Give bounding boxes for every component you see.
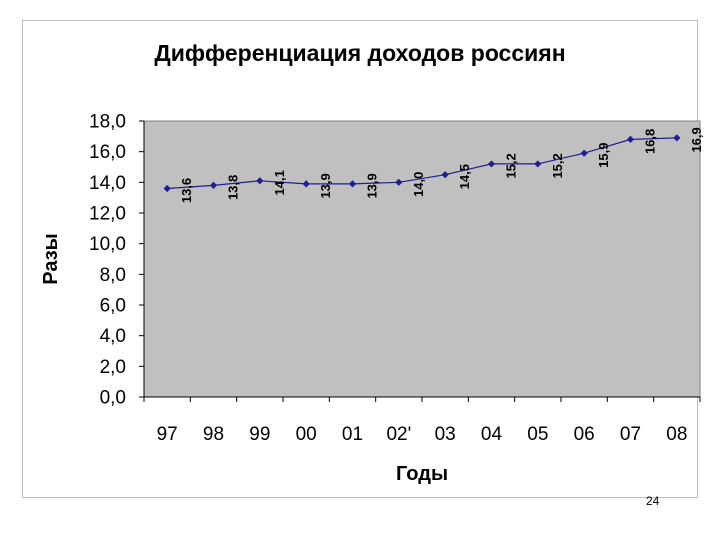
data-point-marker [302,180,310,188]
data-point-marker [441,171,449,179]
x-tick-label: 01 [342,424,363,445]
y-axis-ticks: 0,0 2,0 4,0 6,0 8,0 10,0 12,0 14,0 16,0 18,0 [89,112,144,409]
x-tick-label: 97 [157,424,178,445]
y-tick-label: 10,0 [89,234,126,255]
data-point-marker [163,184,171,193]
page-number: 24 [646,494,660,508]
x-tick-label: 07 [620,424,641,445]
data-point-marker [580,149,588,157]
data-label: 15,9 [596,143,611,168]
y-tick-label: 18,0 [89,112,126,133]
plot-area [143,120,701,398]
series-line [167,137,677,190]
data-point-marker [487,160,496,168]
data-point-marker [209,181,218,189]
data-point-marker [673,134,681,142]
data-labels: 13,6 13,8 14,1 13,9 13,9 14,0 14,5 15,2 15,2 15,9… [179,127,704,203]
data-point-marker [626,135,635,143]
x-tick-label: 08 [666,424,687,445]
data-point-marker [395,178,403,186]
data-points [163,134,681,193]
x-tick-label: 03 [435,424,456,445]
x-tick-label: 02' [386,424,411,445]
data-label: 16,9 [689,127,704,152]
data-label: 16,8 [643,129,658,154]
data-label: 14,5 [457,164,472,189]
x-tick-label: 00 [296,424,317,445]
x-tick-label: 05 [527,424,548,445]
y-tick-label: 2,0 [100,357,126,378]
data-label: 13,6 [179,178,194,203]
y-tick-label: 0,0 [100,388,126,409]
y-tick-label: 4,0 [100,326,126,347]
x-axis-label: Годы [396,463,448,485]
data-point-marker [348,180,357,188]
x-tick-label: 06 [574,424,595,445]
y-tick-label: 16,0 [89,142,126,163]
data-point-marker [534,160,542,168]
data-label: 13,8 [226,175,241,200]
data-label: 13,9 [318,173,333,198]
data-label: 14,1 [272,170,287,195]
x-tick-label: 98 [203,424,224,445]
data-label: 15,2 [550,153,565,178]
y-tick-label: 6,0 [100,296,126,317]
y-axis-label: Разы [40,233,62,284]
data-point-marker [256,177,264,185]
x-axis-ticks: 97 98 99 00 01 02' 03 04 05 06 07 08 [143,397,701,445]
x-tick-label: 04 [481,424,503,445]
y-tick-label: 14,0 [89,173,126,194]
x-tick-label: 99 [249,424,270,445]
y-tick-label: 12,0 [89,204,126,225]
data-label: 13,9 [365,173,380,198]
data-label: 14,0 [411,172,426,197]
chart-title: Дифференциация доходов россиян [154,40,566,66]
data-label: 15,2 [504,153,519,178]
y-tick-label: 8,0 [100,265,126,286]
